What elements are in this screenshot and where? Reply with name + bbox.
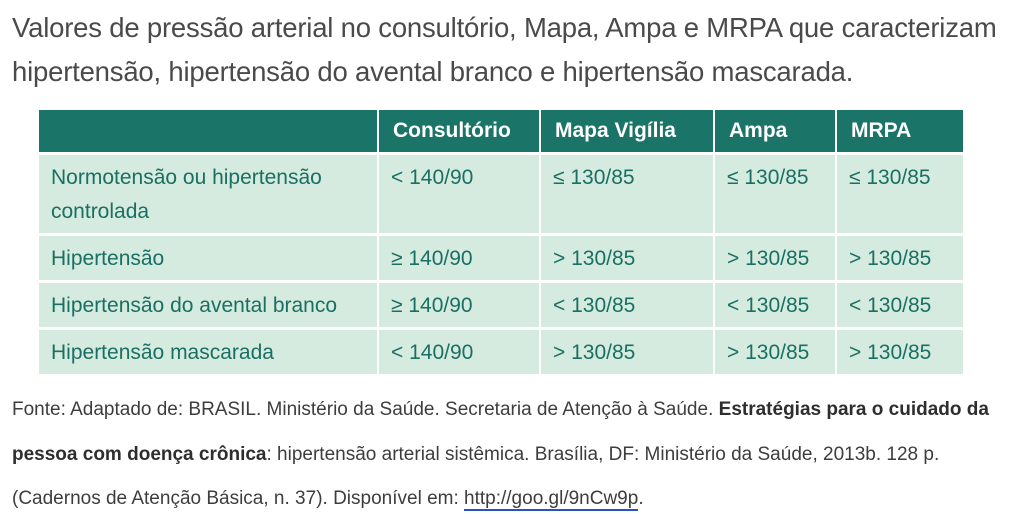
table-row: Normotensão ou hipertensão controlada < … bbox=[39, 155, 963, 233]
table-row: Hipertensão mascarada < 140/90 > 130/85 … bbox=[39, 330, 963, 374]
row-label: Normotensão ou hipertensão controlada bbox=[39, 155, 377, 233]
row-label: Hipertensão mascarada bbox=[39, 330, 377, 374]
source-book-title: Estratégias para o cuidado da pessoa com… bbox=[12, 399, 989, 465]
table-cell: ≥ 140/90 bbox=[379, 283, 539, 327]
row-label: Hipertensão bbox=[39, 236, 377, 280]
table-caption: Valores de pressão arterial no consultór… bbox=[12, 12, 997, 87]
table-cell: ≤ 130/85 bbox=[715, 155, 835, 233]
header-consultorio: Consultório bbox=[379, 110, 539, 152]
table-cell: ≤ 130/85 bbox=[837, 155, 963, 233]
table-cell: > 130/85 bbox=[837, 330, 963, 374]
table-cell: < 130/85 bbox=[541, 283, 713, 327]
header-ampa: Ampa bbox=[715, 110, 835, 152]
table-cell: < 130/85 bbox=[837, 283, 963, 327]
table-cell: ≥ 140/90 bbox=[379, 236, 539, 280]
row-label: Hipertensão do avental branco bbox=[39, 283, 377, 327]
table-cell: < 140/90 bbox=[379, 330, 539, 374]
table-cell: < 140/90 bbox=[379, 155, 539, 233]
source-end: . bbox=[638, 488, 644, 509]
table-cell: ≤ 130/85 bbox=[541, 155, 713, 233]
table-cell: < 130/85 bbox=[715, 283, 835, 327]
header-mapa-vigilia: Mapa Vigília bbox=[541, 110, 713, 152]
source-link[interactable]: http://goo.gl/9nCw9p bbox=[464, 488, 639, 511]
table-cell: > 130/85 bbox=[837, 236, 963, 280]
table-cell: > 130/85 bbox=[541, 330, 713, 374]
blood-pressure-table: Consultório Mapa Vigília Ampa MRPA Normo… bbox=[37, 107, 965, 377]
table-cell: > 130/85 bbox=[541, 236, 713, 280]
table-row: Hipertensão ≥ 140/90 > 130/85 > 130/85 >… bbox=[39, 236, 963, 280]
table-row: Hipertensão do avental branco ≥ 140/90 <… bbox=[39, 283, 963, 327]
table-cell: > 130/85 bbox=[715, 330, 835, 374]
source-suffix: : hipertensão arterial sistêmica. Brasíl… bbox=[12, 443, 940, 510]
header-empty bbox=[39, 110, 377, 152]
source-prefix: Fonte: Adaptado de: BRASIL. Ministério d… bbox=[12, 399, 719, 420]
header-mrpa: MRPA bbox=[837, 110, 963, 152]
table-header-row: Consultório Mapa Vigília Ampa MRPA bbox=[39, 110, 963, 152]
table-cell: > 130/85 bbox=[715, 236, 835, 280]
source-citation: Fonte: Adaptado de: BRASIL. Ministério d… bbox=[12, 388, 1012, 522]
